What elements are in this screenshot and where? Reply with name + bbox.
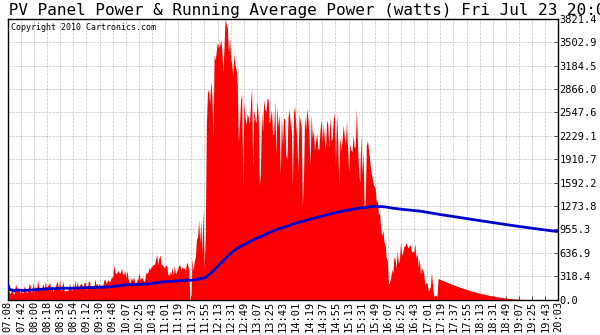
Text: Copyright 2010 Cartronics.com: Copyright 2010 Cartronics.com [11, 23, 155, 32]
Title: Total PV Panel Power & Running Average Power (watts) Fri Jul 23 20:04: Total PV Panel Power & Running Average P… [0, 3, 600, 18]
